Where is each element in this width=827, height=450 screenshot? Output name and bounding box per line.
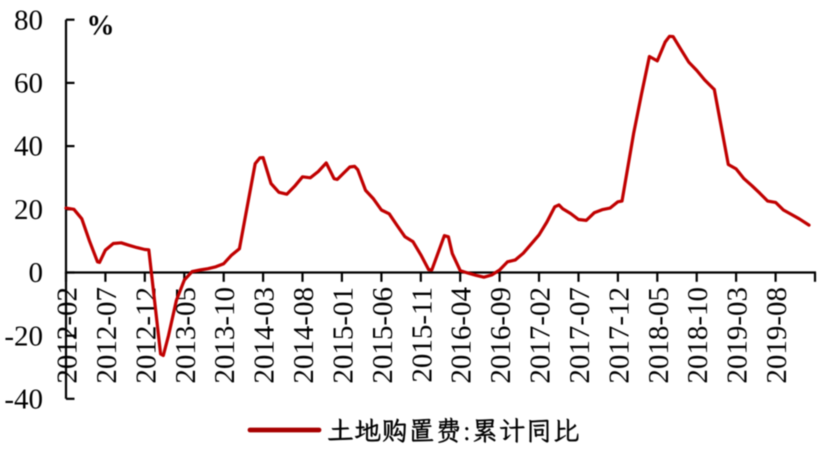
svg-text:2014-08: 2014-08 <box>288 287 320 384</box>
svg-text:2017-07: 2017-07 <box>564 287 596 384</box>
svg-text:-20: -20 <box>4 320 43 352</box>
svg-text:20: 20 <box>14 194 43 226</box>
svg-text:2018-10: 2018-10 <box>682 287 714 384</box>
svg-text:%: % <box>87 10 115 41</box>
svg-text:60: 60 <box>14 68 43 100</box>
svg-text:2019-03: 2019-03 <box>722 287 754 384</box>
svg-text:2012-02: 2012-02 <box>52 287 84 384</box>
svg-text:2015-11: 2015-11 <box>406 287 438 383</box>
svg-text:2015-01: 2015-01 <box>327 287 359 384</box>
svg-text:0: 0 <box>29 257 44 289</box>
svg-text:80: 80 <box>14 4 43 36</box>
svg-text:2017-02: 2017-02 <box>525 287 557 384</box>
svg-text:2017-12: 2017-12 <box>603 287 635 384</box>
svg-text:2016-09: 2016-09 <box>485 287 517 384</box>
svg-text:40: 40 <box>14 131 43 163</box>
svg-text:2019-08: 2019-08 <box>761 287 793 384</box>
svg-text:2016-04: 2016-04 <box>446 287 478 384</box>
svg-text:-40: -40 <box>4 383 43 415</box>
svg-text:2018-05: 2018-05 <box>643 287 675 384</box>
svg-text:2012-07: 2012-07 <box>91 287 123 384</box>
svg-text:2015-06: 2015-06 <box>367 287 399 384</box>
svg-text:2014-03: 2014-03 <box>249 287 281 384</box>
svg-text:2013-10: 2013-10 <box>209 287 241 384</box>
